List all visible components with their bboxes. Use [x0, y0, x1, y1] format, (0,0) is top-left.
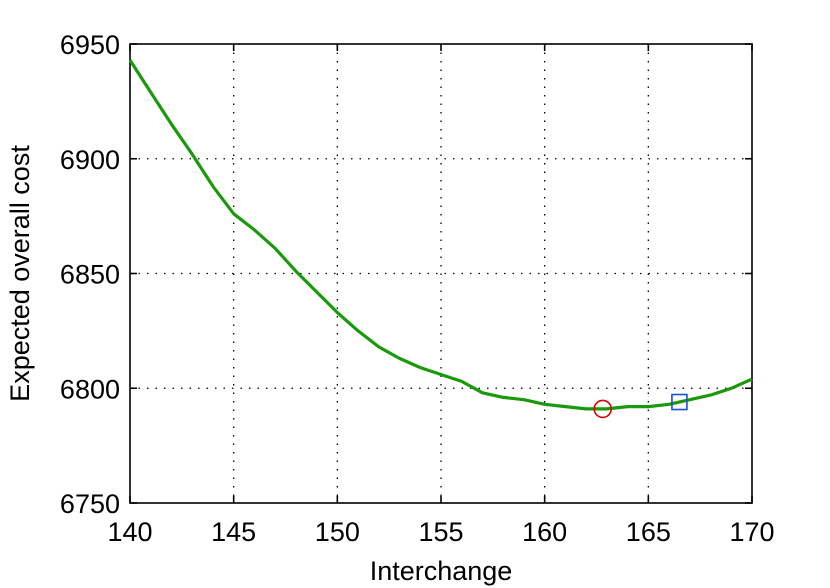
tick-layer: 140 145 150 155 160 165 170 6750 6800 6850 6900 695…: [60, 30, 775, 547]
x-tick-label: 170: [729, 517, 774, 547]
y-tick-label: 6900: [60, 145, 120, 175]
square-marker: [671, 393, 688, 411]
marker-layer: [593, 393, 688, 419]
x-tick-label: 150: [315, 517, 360, 547]
series-line: [128, 59, 753, 411]
x-tick-label: 145: [211, 517, 256, 547]
y-tick-label: 6850: [60, 260, 120, 290]
grid-layer: [130, 44, 752, 503]
x-axis-title: Interchange: [370, 556, 513, 586]
y-tick-label: 6950: [60, 30, 120, 60]
series-layer: [128, 59, 753, 411]
y-tick-label: 6800: [60, 374, 120, 404]
x-tick-label: 165: [626, 517, 671, 547]
circle-marker: [593, 399, 613, 419]
y-axis-title: Expected overall cost: [5, 145, 35, 402]
x-tick-label: 155: [418, 517, 463, 547]
y-tick-label: 6750: [60, 489, 120, 519]
x-tick-label: 140: [107, 517, 152, 547]
x-tick-label: 160: [522, 517, 567, 547]
